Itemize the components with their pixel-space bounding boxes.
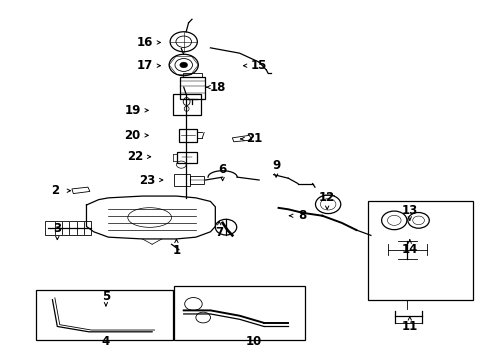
Text: 11: 11 [401,320,417,333]
Bar [177,152,197,163]
Bar [172,94,201,115]
Text: 22: 22 [127,150,143,163]
Bar [45,221,91,235]
Text: 6: 6 [218,163,226,176]
Text: 8: 8 [298,209,306,222]
Circle shape [180,62,187,68]
Text: 7: 7 [215,226,223,239]
Bar [180,77,204,99]
Text: 10: 10 [245,335,262,348]
Text: 3: 3 [53,222,61,235]
Bar [183,73,202,77]
Text: 21: 21 [245,132,262,145]
Text: 12: 12 [318,192,335,204]
Text: 16: 16 [136,36,153,49]
Text: 1: 1 [172,244,180,257]
Text: 18: 18 [209,81,225,94]
Bar [174,287,305,340]
Text: 15: 15 [250,59,267,72]
Bar [179,129,197,142]
Text: 4: 4 [102,335,110,348]
Text: 17: 17 [137,59,153,72]
Bar [36,290,172,340]
Text: 19: 19 [124,104,141,117]
Bar [174,174,189,186]
Bar [189,176,203,184]
Text: 2: 2 [51,184,59,197]
Text: 13: 13 [401,204,417,217]
Bar [368,202,472,300]
Text: 14: 14 [401,243,417,256]
Text: 23: 23 [139,174,155,186]
Text: 5: 5 [102,289,110,303]
Text: 9: 9 [271,159,280,172]
Text: 20: 20 [124,129,141,142]
